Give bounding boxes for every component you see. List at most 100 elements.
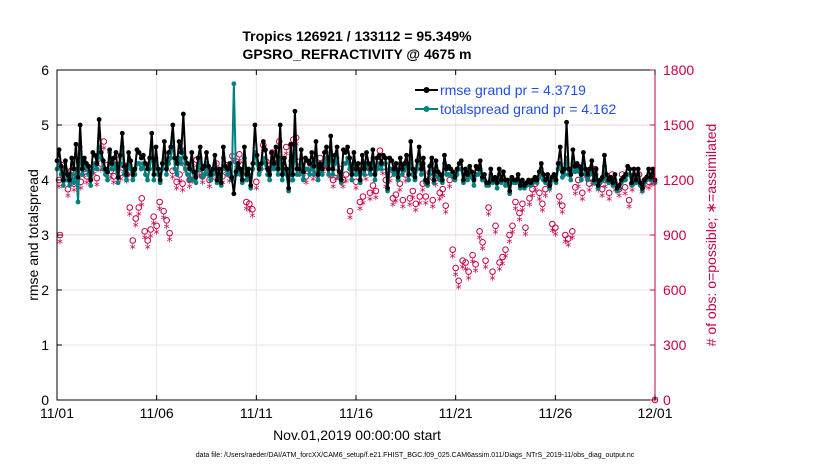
obs-assimilated-marker-165: *	[595, 185, 601, 199]
obs-assimilated-marker-182: *	[652, 394, 658, 408]
obs-assimilated-marker-103: *	[390, 200, 396, 214]
obs-possible-marker-97	[369, 182, 377, 189]
totalspread-point-26	[109, 166, 115, 172]
rmse-point-47	[153, 144, 159, 150]
rmse-point-127	[322, 150, 327, 155]
y-left-tick-label-5: 5	[41, 117, 49, 133]
rmse-point-45	[149, 130, 155, 136]
rmse-point-276	[635, 166, 641, 172]
totalspread-point-149	[368, 172, 374, 177]
series-lines	[54, 81, 658, 205]
rmse-point-73	[208, 172, 214, 177]
obs-possible-marker-152	[552, 224, 559, 231]
rmse-point-76	[214, 177, 220, 183]
obs-assimilated-marker-96: *	[367, 194, 373, 208]
totalspread-point-105	[275, 172, 281, 177]
obs-possible-marker-32	[153, 222, 160, 230]
rmse-point-128	[324, 144, 329, 150]
rmse-point-231	[541, 172, 546, 177]
obs-possible-marker-71	[282, 143, 290, 151]
rmse-point-74	[210, 166, 216, 172]
rmse-point-88	[239, 177, 245, 183]
totalspread-point-42	[143, 172, 148, 177]
rmse-point-39	[136, 150, 142, 155]
obs-assimilated-marker-39: *	[177, 176, 183, 190]
rmse-point-161	[393, 161, 399, 166]
obs-possible-marker-122	[452, 264, 459, 272]
x-axis: 11/01 11/06 11/11 11/16 11/21 11/26 12/01	[40, 70, 673, 421]
rmse-point-43	[145, 166, 150, 172]
rmse-point-156	[383, 155, 388, 161]
rmse-point-117	[300, 169, 306, 175]
obs-assimilated-marker-38: *	[174, 183, 180, 197]
rmse-point-270	[623, 172, 628, 177]
rmse-point-111	[288, 141, 294, 147]
rmse-point-238	[555, 161, 561, 166]
obs-possible-marker-158	[571, 184, 579, 191]
rmse-point-167	[406, 172, 412, 177]
rmse-point-177	[427, 163, 433, 169]
obs-possible-marker-131	[482, 257, 489, 264]
obs-assimilated-marker-173: *	[622, 189, 628, 203]
totalspread-point-107	[279, 177, 285, 183]
rmse-point-135	[338, 177, 344, 183]
obs-assimilated-marker-141: *	[516, 214, 522, 228]
totalspread-point-73	[208, 177, 214, 183]
obs-assimilated-marker-17: *	[108, 172, 114, 186]
rmse-point-144	[357, 177, 363, 183]
rmse-point-153	[376, 152, 382, 158]
y-right-tick-label-5: 1500	[663, 117, 694, 133]
rmse-point-50	[159, 161, 165, 166]
totalspread-point-33	[124, 177, 129, 183]
totalspread-point-122	[311, 172, 317, 177]
obs-assimilated-marker-171: *	[616, 191, 622, 205]
totalspread-point-198	[471, 183, 477, 188]
obs-assimilated-marker-88: *	[340, 181, 346, 195]
rmse-point-254	[589, 158, 595, 164]
rmse-point-277	[637, 180, 643, 186]
totalspread-point-61	[183, 166, 188, 172]
rmse-point-83	[229, 174, 235, 180]
x-tick-label-4: 11/21	[439, 405, 473, 421]
obs-assimilated-marker-37: *	[170, 172, 176, 186]
obs-assimilated-marker-146: *	[532, 185, 538, 199]
rmse-point-196	[467, 163, 473, 169]
legend-rmse-marker	[423, 87, 430, 93]
rmse-point-62	[185, 161, 190, 166]
totalspread-point-39	[136, 161, 142, 166]
y-axis-right: 0 300 600 900 1200 1500 1800	[650, 62, 694, 408]
rmse-point-3	[60, 177, 66, 183]
rmse-point-4	[63, 158, 68, 164]
rmse-point-232	[543, 177, 548, 183]
obs-assimilated-marker-160: *	[579, 194, 585, 208]
totalspread-point-19	[94, 166, 100, 172]
obs-possible-marker-157	[568, 228, 576, 235]
totalspread-point-29	[115, 180, 121, 186]
obs-possible-marker-33	[156, 198, 163, 206]
rmse-point-194	[463, 166, 468, 172]
obs-assimilated-marker-157: *	[569, 233, 575, 247]
rmse-point-77	[216, 166, 222, 172]
obs-possible-marker-174	[625, 196, 633, 204]
obs-possible-marker-153	[556, 193, 563, 200]
legend: rmse grand pr = 4.3719 totalspread grand…	[415, 82, 617, 117]
totalspread-point-81	[225, 172, 230, 177]
totalspread-point-3	[60, 183, 66, 188]
y-axis-left: 0 1 2 3 4 5 6	[41, 62, 62, 408]
rmse-point-42	[143, 161, 148, 166]
totalspread-point-160	[391, 172, 397, 177]
rmse-point-184	[442, 152, 447, 158]
totalspread-point-173	[418, 172, 424, 177]
rmse-point-281	[646, 166, 652, 172]
rmse-point-273	[629, 180, 635, 186]
obs-assimilated-marker-15: *	[101, 143, 107, 157]
obs-assimilated-marker-25: *	[133, 220, 139, 234]
totalspread-point-142	[353, 172, 359, 177]
obs-possible-marker-13	[93, 174, 101, 182]
rmse-point-27	[111, 155, 117, 161]
totalspread-point-46	[151, 177, 157, 183]
rmse-point-70	[201, 163, 207, 169]
obs-assimilated-marker-89: *	[343, 176, 349, 190]
totalspread-point-6	[67, 183, 73, 188]
obs-assimilated-marker-10: *	[84, 178, 90, 192]
